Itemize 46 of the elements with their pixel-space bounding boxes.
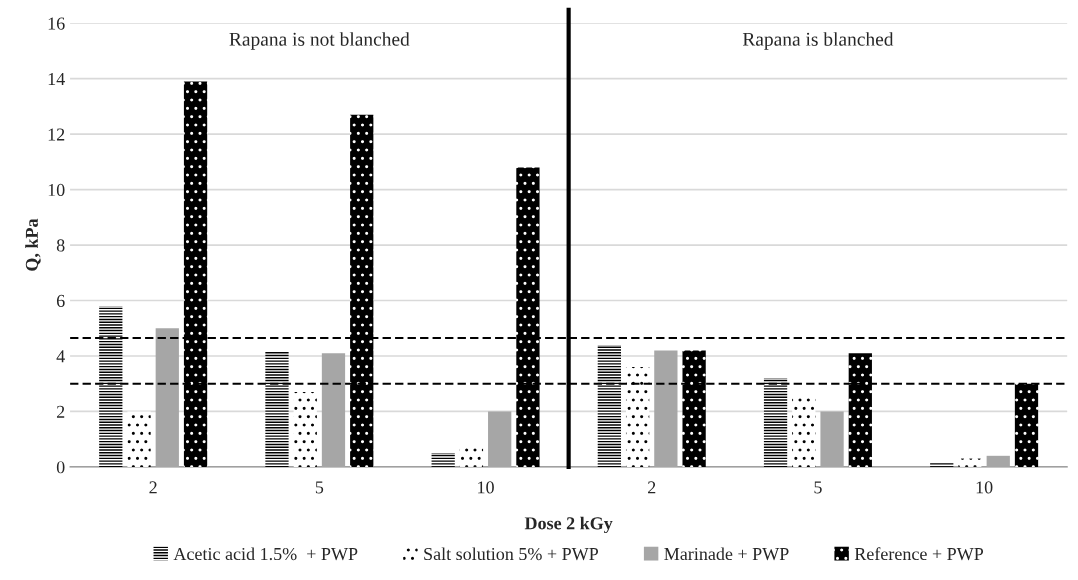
x-tick-label: 10 bbox=[976, 481, 993, 494]
bar bbox=[986, 455, 1010, 467]
bar bbox=[183, 81, 208, 467]
annotation: Rapana is blanched bbox=[742, 32, 894, 50]
bar bbox=[516, 167, 540, 467]
bar bbox=[958, 458, 982, 467]
x-tick-label: 2 bbox=[648, 481, 656, 494]
y-tick-label: 14 bbox=[48, 73, 65, 85]
y-tick-label: 6 bbox=[56, 294, 65, 307]
y-tick-label: 0 bbox=[56, 461, 65, 474]
bar bbox=[820, 411, 844, 467]
bar bbox=[792, 397, 816, 467]
bar bbox=[848, 353, 872, 467]
bar bbox=[431, 453, 455, 467]
bar bbox=[321, 353, 346, 467]
bar bbox=[625, 367, 650, 467]
bar bbox=[155, 328, 179, 467]
y-tick-label: 2 bbox=[56, 405, 65, 418]
bar bbox=[654, 350, 678, 467]
y-tick-label: 8 bbox=[56, 239, 65, 252]
y-tick-label: 16 bbox=[48, 17, 65, 30]
bar bbox=[350, 114, 374, 467]
bar bbox=[99, 306, 123, 467]
legend-label: Salt solution 5% + PWP bbox=[424, 547, 599, 561]
bar bbox=[682, 350, 706, 467]
bar bbox=[930, 462, 954, 467]
x-tick-label: 5 bbox=[315, 481, 324, 494]
bar bbox=[127, 411, 151, 467]
bar bbox=[597, 344, 621, 467]
bar bbox=[1014, 383, 1039, 467]
bar bbox=[763, 378, 788, 467]
y-tick-label: 4 bbox=[56, 350, 65, 363]
x-tick-label: 10 bbox=[478, 481, 494, 494]
y-axis-title: Q, kPa bbox=[25, 218, 41, 271]
x-axis-title: Dose 2 kGy bbox=[524, 516, 613, 534]
x-tick-label: 2 bbox=[149, 481, 157, 494]
y-tick-label: 10 bbox=[48, 183, 65, 197]
bar bbox=[488, 411, 512, 467]
bar bbox=[293, 392, 317, 467]
x-tick-label: 5 bbox=[814, 481, 822, 494]
annotation: Rapana is not blanched bbox=[229, 32, 410, 50]
legend-label: Acetic acid 1.5% + PWP bbox=[173, 547, 358, 561]
y-tick-label: 12 bbox=[48, 128, 65, 141]
legend-label: Marinade + PWP bbox=[664, 547, 789, 561]
bar bbox=[265, 351, 289, 467]
legend-label: Reference + PWP bbox=[854, 547, 984, 561]
